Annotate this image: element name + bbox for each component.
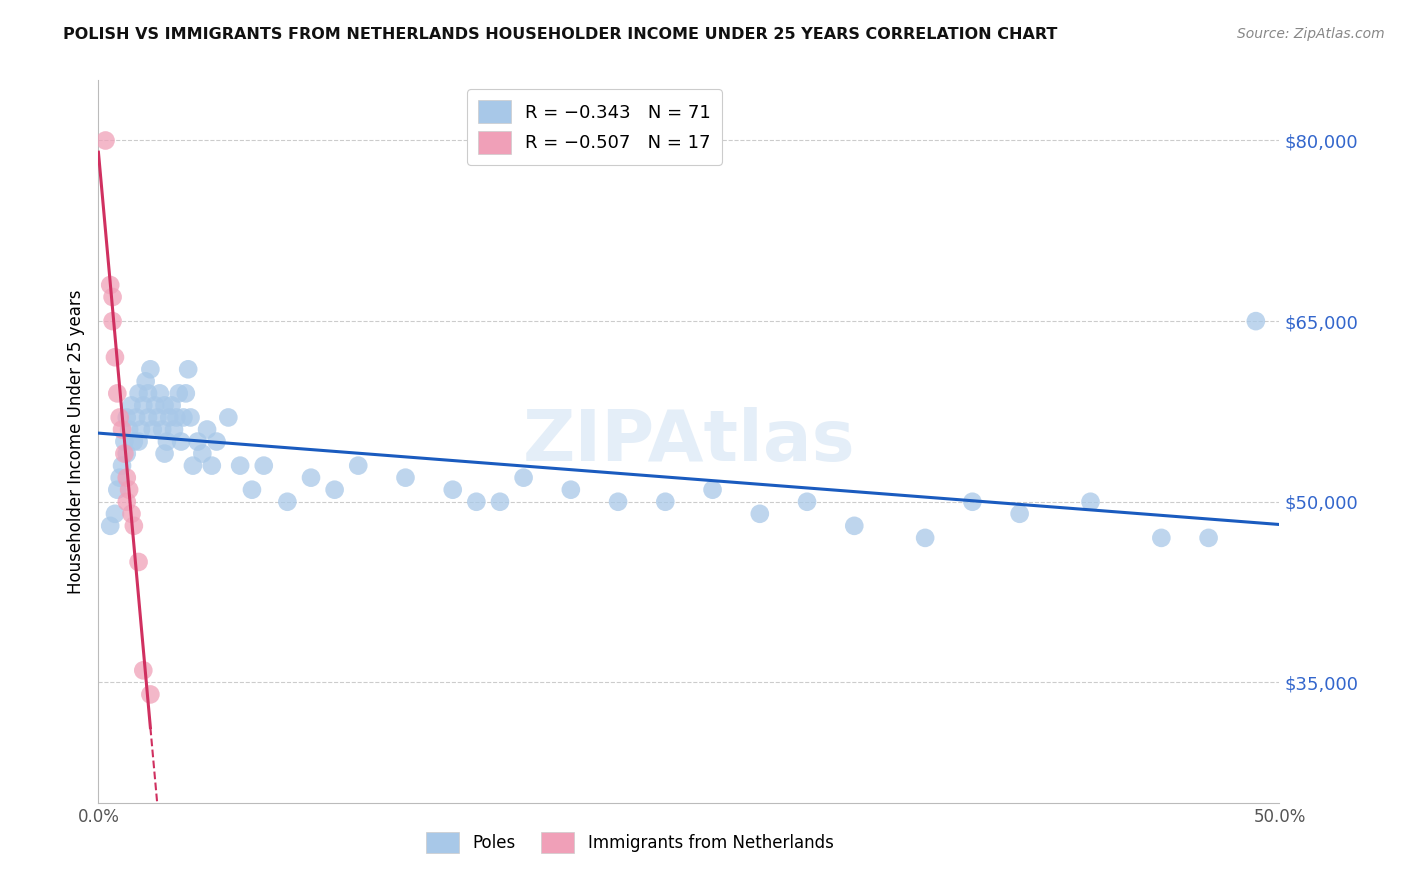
Point — [108, 471, 131, 485]
Point — [101, 314, 124, 328]
Point — [796, 494, 818, 508]
Point — [112, 446, 135, 460]
Point — [132, 398, 155, 412]
Point — [142, 423, 165, 437]
Point — [153, 446, 176, 460]
Point — [180, 410, 202, 425]
Point — [172, 410, 194, 425]
Point — [143, 398, 166, 412]
Point — [104, 507, 127, 521]
Point — [115, 446, 138, 460]
Point — [844, 519, 866, 533]
Point — [167, 386, 190, 401]
Point — [394, 471, 416, 485]
Point — [129, 423, 152, 437]
Point — [125, 410, 148, 425]
Point — [607, 494, 630, 508]
Point — [187, 434, 209, 449]
Point — [136, 410, 159, 425]
Point — [136, 386, 159, 401]
Point — [94, 133, 117, 147]
Point — [156, 434, 179, 449]
Point — [240, 483, 263, 497]
Point — [135, 375, 157, 389]
Point — [1150, 531, 1173, 545]
Point — [132, 664, 155, 678]
Point — [465, 494, 488, 508]
Point — [115, 471, 138, 485]
Point — [1198, 531, 1220, 545]
Point — [115, 410, 138, 425]
Y-axis label: Householder Income Under 25 years: Householder Income Under 25 years — [66, 289, 84, 594]
Point — [1244, 314, 1267, 328]
Point — [441, 483, 464, 497]
Point — [128, 434, 150, 449]
Text: POLISH VS IMMIGRANTS FROM NETHERLANDS HOUSEHOLDER INCOME UNDER 25 YEARS CORRELAT: POLISH VS IMMIGRANTS FROM NETHERLANDS HO… — [63, 27, 1057, 42]
Point — [98, 277, 121, 292]
Point — [181, 458, 204, 473]
Point — [177, 362, 200, 376]
Point — [105, 386, 128, 401]
Point — [201, 458, 224, 473]
Point — [702, 483, 724, 497]
Point — [122, 434, 145, 449]
Point — [160, 398, 183, 412]
Point — [163, 423, 186, 437]
Text: ZIPAtlas: ZIPAtlas — [523, 407, 855, 476]
Point — [253, 458, 276, 473]
Point — [153, 398, 176, 412]
Point — [170, 434, 193, 449]
Point — [191, 446, 214, 460]
Point — [150, 423, 173, 437]
Point — [115, 494, 138, 508]
Point — [111, 423, 134, 437]
Point — [512, 471, 534, 485]
Point — [276, 494, 298, 508]
Point — [174, 386, 197, 401]
Point — [111, 458, 134, 473]
Point — [323, 483, 346, 497]
Point — [962, 494, 984, 508]
Point — [217, 410, 239, 425]
Point — [229, 458, 252, 473]
Point — [654, 494, 676, 508]
Point — [139, 362, 162, 376]
Point — [128, 555, 150, 569]
Point — [105, 483, 128, 497]
Point — [560, 483, 582, 497]
Point — [101, 290, 124, 304]
Text: Source: ZipAtlas.com: Source: ZipAtlas.com — [1237, 27, 1385, 41]
Point — [139, 687, 162, 701]
Point — [205, 434, 228, 449]
Point — [347, 458, 370, 473]
Point — [118, 483, 141, 497]
Legend: Poles, Immigrants from Netherlands: Poles, Immigrants from Netherlands — [419, 826, 841, 860]
Point — [122, 519, 145, 533]
Point — [1080, 494, 1102, 508]
Point — [195, 423, 218, 437]
Point — [299, 471, 322, 485]
Point — [165, 410, 187, 425]
Point — [108, 410, 131, 425]
Point — [121, 507, 143, 521]
Point — [98, 519, 121, 533]
Point — [128, 386, 150, 401]
Point — [489, 494, 512, 508]
Point — [121, 398, 143, 412]
Point — [914, 531, 936, 545]
Point — [1008, 507, 1031, 521]
Point — [112, 434, 135, 449]
Point — [104, 350, 127, 364]
Point — [149, 386, 172, 401]
Point — [748, 507, 770, 521]
Point — [146, 410, 169, 425]
Point — [118, 423, 141, 437]
Point — [157, 410, 180, 425]
